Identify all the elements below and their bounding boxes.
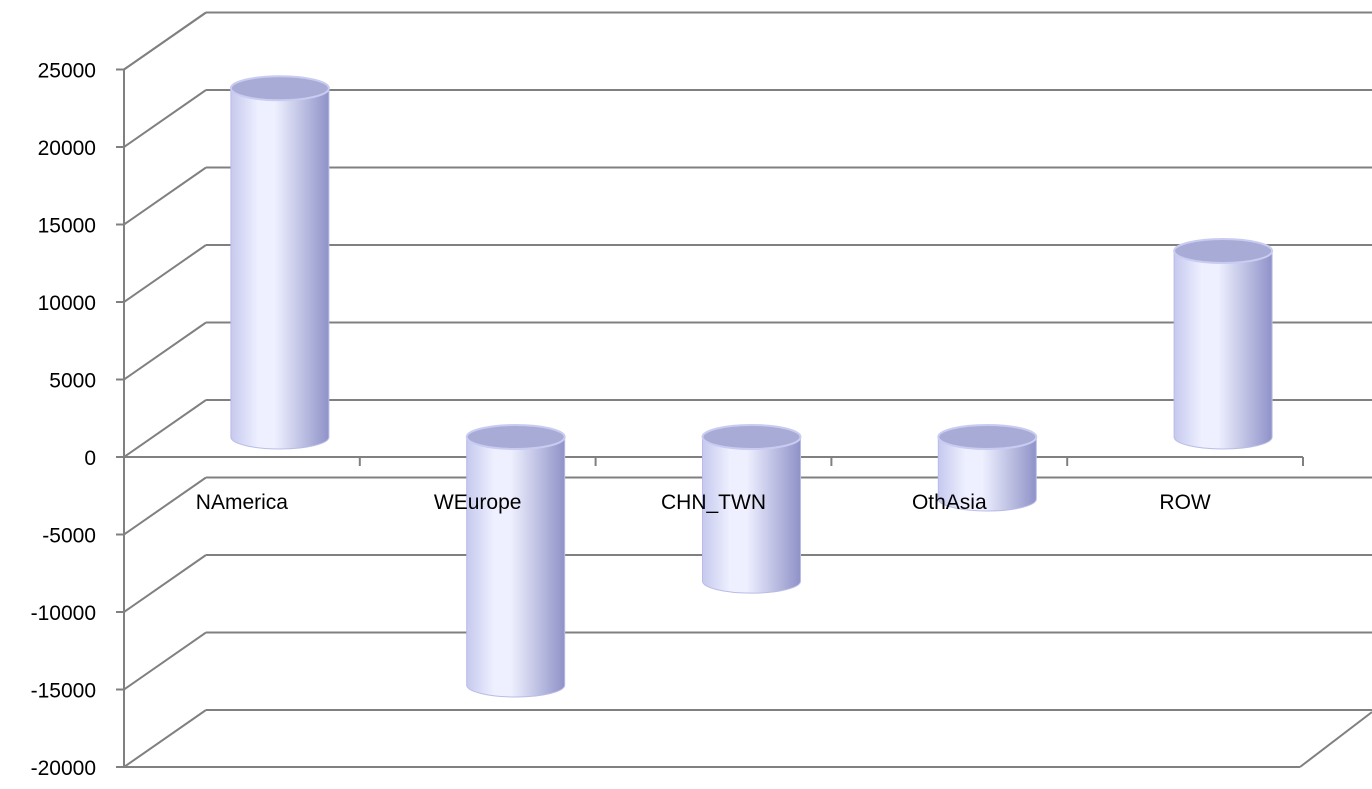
bar-cap bbox=[937, 424, 1038, 450]
y-tick-label: -15000 bbox=[31, 680, 96, 703]
y-tick-label: 25000 bbox=[38, 60, 96, 83]
bars bbox=[229, 75, 1274, 698]
y-tick-label: 10000 bbox=[38, 292, 96, 315]
bar-body bbox=[702, 436, 801, 594]
bar-cap bbox=[701, 424, 802, 450]
y-tick-label: -10000 bbox=[31, 602, 96, 625]
y-tick-label: 0 bbox=[84, 447, 96, 470]
bar-body bbox=[937, 436, 1037, 512]
y-tick-label: -5000 bbox=[42, 525, 96, 548]
gridline-depth bbox=[123, 631, 207, 691]
gridline-depth bbox=[123, 709, 207, 768]
bar-ROW bbox=[1173, 238, 1274, 450]
gridline-depth bbox=[123, 554, 207, 613]
x-tick-label: CHN_TWN bbox=[661, 491, 766, 514]
y-tick-label: -20000 bbox=[31, 757, 96, 780]
bar-cap bbox=[1173, 238, 1274, 264]
bar-CHN_TWN bbox=[701, 424, 802, 594]
gridline-depth bbox=[123, 399, 207, 458]
bar-cap bbox=[465, 424, 566, 450]
x-tick-label: ROW bbox=[1159, 491, 1211, 514]
labels: 25000 20000 15000 10000 5000 0 -5000 -10000 -150… bbox=[31, 60, 1211, 781]
gridline-depth bbox=[1299, 711, 1372, 768]
bar-body bbox=[230, 87, 330, 450]
gridline-depth bbox=[123, 321, 207, 381]
bar-OthAsia bbox=[937, 424, 1038, 512]
bar-body bbox=[466, 436, 566, 698]
y-tick-label: 5000 bbox=[49, 370, 96, 393]
gridline-depth bbox=[123, 11, 207, 71]
gridline-depth bbox=[123, 166, 207, 226]
y-tick-label: 15000 bbox=[38, 215, 96, 238]
gridline-depth bbox=[123, 89, 207, 148]
bar-WEurope bbox=[465, 424, 566, 698]
gridline-depth bbox=[123, 244, 207, 303]
gridline-depth bbox=[123, 476, 207, 536]
bar-cap bbox=[229, 75, 330, 102]
x-tick-label: OthAsia bbox=[912, 491, 987, 514]
x-tick-label: NAmerica bbox=[196, 491, 289, 514]
bar-NAmerica bbox=[229, 75, 330, 450]
bar-body bbox=[1173, 250, 1273, 450]
y-tick-label: 20000 bbox=[38, 137, 96, 160]
x-tick-label: WEurope bbox=[434, 491, 522, 514]
